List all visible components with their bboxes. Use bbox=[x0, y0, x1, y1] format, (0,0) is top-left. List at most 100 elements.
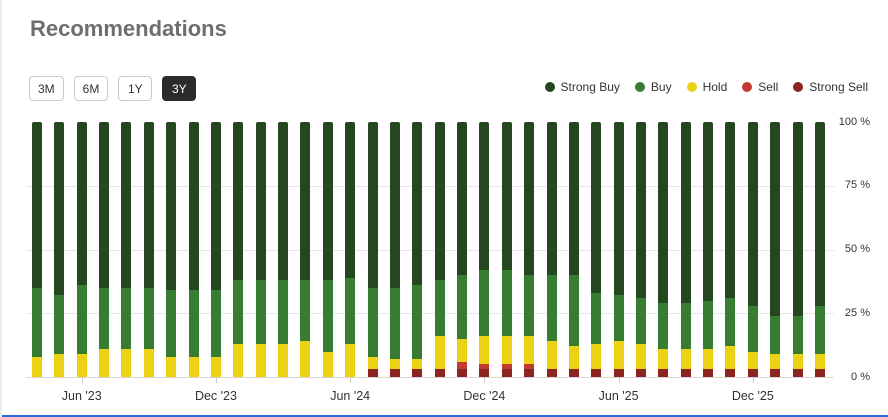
bar-segment-buy[interactable] bbox=[770, 315, 781, 355]
bar-segment-strong-buy[interactable] bbox=[54, 122, 65, 296]
bar-segment-strong-buy[interactable] bbox=[770, 122, 781, 316]
bar-segment-strong-sell[interactable] bbox=[814, 369, 825, 377]
bar-segment-hold[interactable] bbox=[322, 351, 333, 377]
bar-segment-strong-sell[interactable] bbox=[524, 369, 535, 377]
bar-segment-hold[interactable] bbox=[524, 336, 535, 365]
bar-segment-buy[interactable] bbox=[814, 305, 825, 355]
bar-segment-sell[interactable] bbox=[501, 364, 512, 370]
bar-nov24[interactable] bbox=[457, 122, 468, 377]
bar-segment-strong-buy[interactable] bbox=[546, 122, 557, 276]
bar-segment-buy[interactable] bbox=[322, 280, 333, 352]
bar-segment-strong-buy[interactable] bbox=[143, 122, 154, 288]
bar-segment-hold[interactable] bbox=[814, 354, 825, 370]
bar-segment-hold[interactable] bbox=[658, 348, 669, 370]
bar-segment-buy[interactable] bbox=[54, 295, 65, 355]
bar-segment-hold[interactable] bbox=[613, 341, 624, 370]
bar-sep24[interactable] bbox=[412, 122, 423, 377]
bar-jul24[interactable] bbox=[367, 122, 378, 377]
bar-segment-buy[interactable] bbox=[233, 280, 244, 344]
bar-segment-strong-sell[interactable] bbox=[367, 369, 378, 377]
bar-segment-strong-buy[interactable] bbox=[121, 122, 132, 288]
bar-may25[interactable] bbox=[591, 122, 602, 377]
bar-segment-strong-buy[interactable] bbox=[814, 122, 825, 306]
bar-segment-hold[interactable] bbox=[255, 343, 266, 377]
bar-segment-strong-sell[interactable] bbox=[434, 369, 445, 377]
bar-segment-strong-buy[interactable] bbox=[680, 122, 691, 304]
bar-segment-buy[interactable] bbox=[300, 280, 311, 342]
bar-segment-hold[interactable] bbox=[546, 341, 557, 370]
bar-segment-sell[interactable] bbox=[457, 361, 468, 370]
bar-segment-strong-sell[interactable] bbox=[591, 369, 602, 377]
bar-segment-hold[interactable] bbox=[501, 336, 512, 365]
bar-segment-buy[interactable] bbox=[278, 280, 289, 344]
bar-dec23[interactable] bbox=[210, 122, 221, 377]
bar-segment-buy[interactable] bbox=[524, 275, 535, 337]
bar-segment-sell[interactable] bbox=[479, 364, 490, 370]
bar-segment-strong-buy[interactable] bbox=[703, 122, 714, 301]
bar-segment-strong-buy[interactable] bbox=[635, 122, 646, 298]
bar-segment-hold[interactable] bbox=[54, 354, 65, 377]
bar-segment-strong-sell[interactable] bbox=[747, 369, 758, 377]
bar-jul25[interactable] bbox=[635, 122, 646, 377]
bar-segment-strong-buy[interactable] bbox=[255, 122, 266, 281]
bar-segment-hold[interactable] bbox=[747, 351, 758, 370]
bar-segment-strong-sell[interactable] bbox=[703, 369, 714, 377]
bar-oct25[interactable] bbox=[703, 122, 714, 377]
bar-segment-strong-sell[interactable] bbox=[725, 369, 736, 377]
bar-segment-strong-sell[interactable] bbox=[658, 369, 669, 377]
bar-segment-hold[interactable] bbox=[770, 354, 781, 370]
bar-segment-buy[interactable] bbox=[792, 315, 803, 355]
bar-segment-hold[interactable] bbox=[792, 354, 803, 370]
bar-jun23[interactable] bbox=[76, 122, 87, 377]
bar-segment-strong-sell[interactable] bbox=[389, 369, 400, 377]
bar-oct24[interactable] bbox=[434, 122, 445, 377]
bar-sep25[interactable] bbox=[680, 122, 691, 377]
legend-item-sell[interactable]: Sell bbox=[742, 80, 778, 94]
bar-segment-buy[interactable] bbox=[166, 290, 177, 357]
bar-segment-hold[interactable] bbox=[32, 356, 42, 377]
bar-jul23[interactable] bbox=[99, 122, 110, 377]
bar-segment-sell[interactable] bbox=[524, 364, 535, 370]
bar-segment-buy[interactable] bbox=[99, 287, 110, 349]
bar-segment-strong-buy[interactable] bbox=[300, 122, 311, 281]
bar-segment-strong-buy[interactable] bbox=[725, 122, 736, 298]
bar-segment-hold[interactable] bbox=[76, 354, 87, 377]
bar-segment-strong-buy[interactable] bbox=[524, 122, 535, 276]
bar-segment-hold[interactable] bbox=[300, 341, 311, 377]
bar-segment-strong-sell[interactable] bbox=[792, 369, 803, 377]
bar-segment-strong-buy[interactable] bbox=[658, 122, 669, 304]
bar-jun24[interactable] bbox=[345, 122, 356, 377]
bar-feb26[interactable] bbox=[792, 122, 803, 377]
bar-segment-hold[interactable] bbox=[143, 348, 154, 377]
bar-jan25[interactable] bbox=[501, 122, 512, 377]
bar-segment-hold[interactable] bbox=[703, 348, 714, 370]
bar-segment-buy[interactable] bbox=[389, 287, 400, 360]
bar-segment-hold[interactable] bbox=[278, 343, 289, 377]
bar-segment-strong-sell[interactable] bbox=[680, 369, 691, 377]
bar-apr23[interactable] bbox=[32, 122, 42, 377]
bar-segment-strong-buy[interactable] bbox=[233, 122, 244, 281]
legend-item-hold[interactable]: Hold bbox=[686, 80, 727, 94]
bar-segment-buy[interactable] bbox=[367, 287, 378, 357]
range-button-6m[interactable]: 6M bbox=[73, 76, 109, 101]
legend-item-strong-sell[interactable]: Strong Sell bbox=[793, 80, 868, 94]
bar-segment-buy[interactable] bbox=[747, 305, 758, 352]
range-button-1y[interactable]: 1Y bbox=[118, 76, 153, 101]
bar-segment-buy[interactable] bbox=[210, 290, 221, 357]
bar-segment-strong-buy[interactable] bbox=[568, 122, 579, 276]
range-button-3m[interactable]: 3M bbox=[29, 76, 64, 101]
bar-mar25[interactable] bbox=[546, 122, 557, 377]
bar-aug23[interactable] bbox=[121, 122, 132, 377]
bar-segment-strong-buy[interactable] bbox=[591, 122, 602, 293]
bar-feb25[interactable] bbox=[524, 122, 535, 377]
bar-segment-buy[interactable] bbox=[680, 303, 691, 349]
bar-segment-buy[interactable] bbox=[345, 277, 356, 344]
bar-segment-buy[interactable] bbox=[76, 285, 87, 355]
bar-segment-strong-buy[interactable] bbox=[32, 122, 42, 288]
bar-segment-buy[interactable] bbox=[121, 287, 132, 349]
bar-segment-strong-buy[interactable] bbox=[389, 122, 400, 288]
bar-segment-strong-buy[interactable] bbox=[99, 122, 110, 288]
bar-segment-strong-buy[interactable] bbox=[747, 122, 758, 306]
bar-sep23[interactable] bbox=[143, 122, 154, 377]
bar-segment-hold[interactable] bbox=[412, 359, 423, 370]
